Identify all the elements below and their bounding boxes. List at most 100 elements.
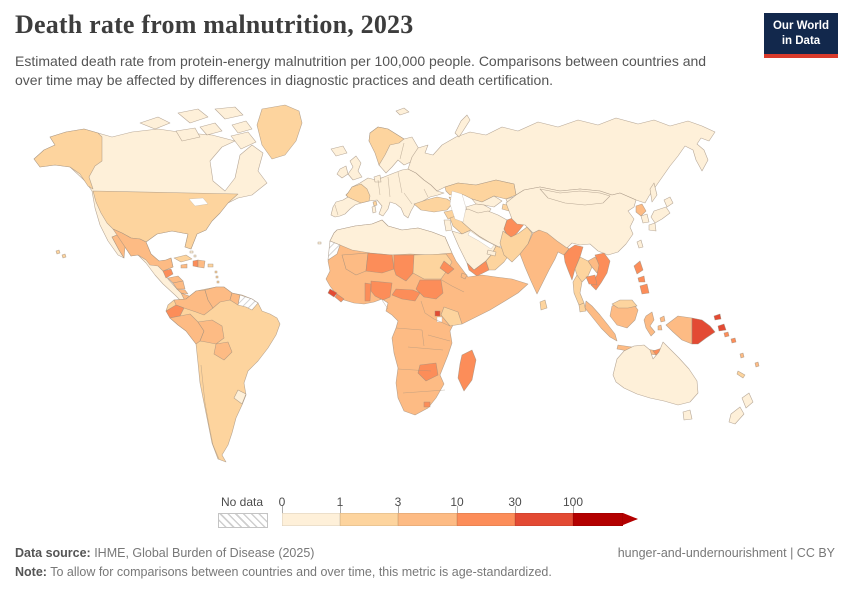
island-sakhalin[interactable]: [649, 182, 658, 203]
country-cuba[interactable]: [173, 254, 193, 263]
country-djibouti[interactable]: [460, 272, 468, 280]
country-niger[interactable]: [365, 252, 395, 274]
country-nicaragua[interactable]: [172, 280, 186, 290]
island-tasmania[interactable]: [682, 409, 693, 421]
country-mexico[interactable]: [111, 228, 174, 272]
country-sudan[interactable]: [412, 253, 453, 280]
note-text: To allow for comparisons between countri…: [46, 565, 552, 579]
country-zimbabwe[interactable]: [417, 362, 439, 382]
country-costa-rica[interactable]: [176, 288, 189, 295]
country-paraguay[interactable]: [213, 341, 233, 361]
legend-segment-1-3[interactable]: [340, 513, 398, 526]
owid-logo-line2: in Data: [781, 34, 821, 47]
region-israel-jordan[interactable]: [443, 219, 453, 232]
country-nigeria[interactable]: [370, 280, 393, 301]
country-usa-alaska[interactable]: [33, 128, 103, 190]
country-guatemala[interactable]: [162, 268, 174, 279]
country-burundi[interactable]: [434, 310, 441, 317]
country-taiwan[interactable]: [636, 239, 644, 249]
country-norway[interactable]: [368, 126, 405, 166]
country-iceland[interactable]: [330, 145, 348, 157]
country-usa-hawaii[interactable]: [55, 249, 67, 259]
country-new-caledonia[interactable]: [736, 370, 746, 379]
note-line: Note: To allow for comparisons between c…: [15, 565, 552, 579]
country-fiji[interactable]: [754, 361, 760, 368]
country-france[interactable]: [345, 183, 371, 204]
country-denmark[interactable]: [373, 174, 382, 183]
legend-segment-0-1[interactable]: [282, 513, 340, 526]
country-philippines[interactable]: [633, 260, 650, 295]
country-kenya[interactable]: [440, 306, 463, 327]
legend-tick-0: 0: [278, 495, 286, 509]
permalink-license[interactable]: hunger-and-undernourishment | CC BY: [617, 546, 835, 560]
country-united-kingdom[interactable]: [347, 155, 363, 181]
country-jamaica[interactable]: [180, 263, 188, 269]
island-novaya-zemlya[interactable]: [454, 114, 471, 138]
country-haiti[interactable]: [192, 259, 199, 268]
country-western-sahara[interactable]: [327, 240, 341, 261]
region-europe-mainland[interactable]: [330, 168, 445, 219]
country-cambodia[interactable]: [585, 274, 598, 286]
country-uruguay[interactable]: [233, 389, 247, 405]
country-mali[interactable]: [341, 252, 369, 276]
legend-tickmark: [515, 506, 516, 513]
country-canada-arctic-islands[interactable]: [139, 106, 257, 150]
legend-tick-1: 1: [336, 495, 344, 509]
country-malaysia[interactable]: [578, 299, 638, 313]
legend-segment-3-10[interactable]: [398, 513, 457, 526]
country-new-zealand[interactable]: [728, 392, 754, 425]
region-brazil-argentina-chile[interactable]: [165, 286, 281, 463]
legend-segment-100-plus[interactable]: [573, 513, 623, 526]
note-label: Note:: [15, 565, 47, 579]
legend-tickmark: [340, 506, 341, 513]
legend-no-data-label: No data: [220, 495, 264, 509]
legend-segment-30-100[interactable]: [515, 513, 573, 526]
caspian-sea: [449, 190, 467, 223]
country-liberia[interactable]: [334, 293, 345, 303]
owid-logo[interactable]: Our World in Data: [764, 13, 838, 58]
legend-tickmark: [457, 506, 458, 513]
country-sierra-leone[interactable]: [327, 288, 338, 298]
legend-tickmark: [398, 506, 399, 513]
country-madagascar[interactable]: [457, 349, 477, 392]
legend-tick-30: 30: [508, 495, 522, 509]
country-eritrea[interactable]: [439, 260, 455, 275]
island-sardinia[interactable]: [371, 205, 377, 214]
country-vanuatu[interactable]: [739, 352, 745, 359]
country-greenland[interactable]: [256, 104, 303, 160]
region-north-africa[interactable]: [329, 219, 453, 256]
region-togo-benin[interactable]: [364, 282, 372, 302]
island-svalbard[interactable]: [395, 107, 410, 116]
lesser-antilles-islands[interactable]: [214, 270, 220, 284]
world-map-svg[interactable]: [0, 103, 850, 495]
world-map[interactable]: [0, 103, 850, 495]
country-solomon-islands[interactable]: [723, 331, 737, 344]
country-south-korea[interactable]: [640, 213, 650, 224]
country-ireland[interactable]: [336, 165, 349, 179]
owid-logo-box: Our World in Data: [764, 13, 838, 54]
country-ecuador[interactable]: [165, 304, 185, 319]
country-dominican-republic[interactable]: [197, 259, 206, 269]
legend-tickmark: [573, 506, 574, 513]
legend-segment-10-30[interactable]: [457, 513, 515, 526]
country-lesotho[interactable]: [423, 401, 431, 408]
country-australia[interactable]: [612, 341, 699, 406]
country-central-african-republic[interactable]: [391, 288, 421, 302]
country-papua-new-guinea[interactable]: [691, 313, 727, 345]
page-title: Death rate from malnutrition, 2023: [15, 10, 414, 39]
country-north-korea[interactable]: [635, 203, 647, 217]
canary-islands[interactable]: [317, 241, 322, 245]
country-sri-lanka[interactable]: [539, 299, 548, 311]
country-bahamas[interactable]: [189, 250, 197, 258]
country-china[interactable]: [505, 186, 637, 256]
great-lakes: [188, 197, 209, 207]
legend-no-data-swatch[interactable]: [218, 513, 268, 528]
country-uae[interactable]: [486, 249, 497, 257]
country-south-sudan[interactable]: [415, 279, 444, 300]
country-puerto-rico[interactable]: [207, 263, 214, 268]
country-japan[interactable]: [648, 196, 674, 232]
country-suriname-french-guiana[interactable]: [237, 294, 259, 311]
island-corsica[interactable]: [372, 200, 378, 207]
country-usa[interactable]: [92, 190, 239, 250]
country-mongolia[interactable]: [539, 188, 611, 206]
